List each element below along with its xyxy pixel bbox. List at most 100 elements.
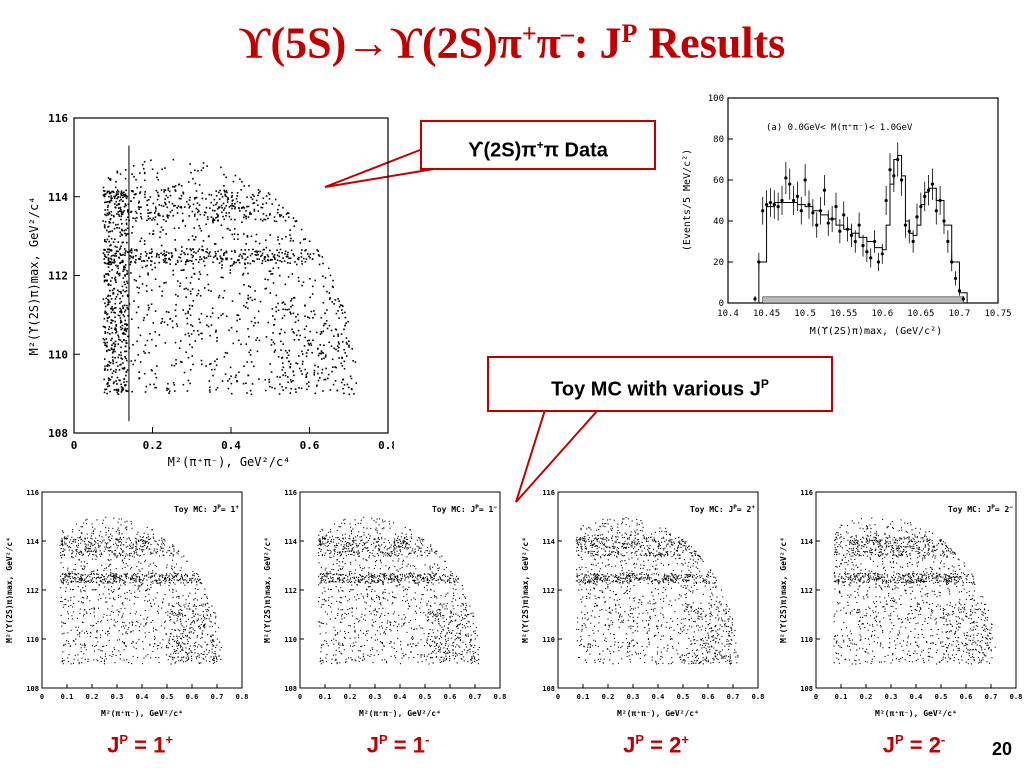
scatter-point (437, 570, 439, 572)
scatter-point (180, 184, 183, 187)
scatter-point (125, 189, 127, 192)
scatter-point (185, 287, 188, 290)
scatter-point (60, 614, 62, 617)
scatter-point (114, 328, 116, 331)
scatter-point (329, 549, 331, 552)
scatter-point (470, 662, 473, 664)
scatter-point (182, 383, 185, 386)
scatter-point (111, 309, 114, 311)
scatter-point (172, 596, 174, 598)
scatter-point (332, 577, 334, 579)
scatter-point (420, 639, 422, 641)
scatter-point (169, 194, 172, 197)
scatter-point (318, 255, 321, 257)
scatter-point (111, 372, 114, 375)
scatter-point (245, 343, 248, 345)
scatter-point (247, 374, 249, 377)
scatter-point (379, 518, 381, 520)
point-marker (842, 213, 846, 217)
scatter-point (147, 273, 149, 276)
scatter-point (111, 655, 113, 657)
scatter-point (73, 539, 75, 541)
scatter-point (95, 542, 97, 544)
scatter-point (105, 567, 108, 569)
scatter-point (390, 655, 392, 657)
scatter-point (111, 261, 114, 264)
scatter-point (464, 617, 466, 620)
scatter-point (383, 553, 385, 555)
scatter-point (113, 389, 116, 391)
scatter-point (125, 380, 128, 383)
scatter-point (221, 264, 223, 266)
scatter-point (440, 656, 442, 659)
scatter-point (153, 635, 156, 638)
scatter-point (311, 293, 314, 295)
scatter-point (181, 361, 183, 363)
scatter-point (247, 298, 250, 300)
point-marker (907, 229, 911, 233)
scatter-point (64, 543, 66, 545)
scatter-point (288, 349, 291, 352)
scatter-point (99, 634, 102, 636)
scatter-point (117, 336, 120, 338)
scatter-point (262, 203, 264, 206)
scatter-point (324, 569, 326, 571)
scatter-point (358, 656, 360, 658)
scatter-point (119, 326, 122, 328)
scatter-point (206, 596, 208, 598)
scatter-point (121, 390, 123, 392)
scatter-point (249, 262, 252, 265)
scatter-point (162, 259, 165, 261)
scatter-point (227, 198, 230, 200)
scatter-point (442, 628, 444, 630)
scatter-point (118, 369, 121, 371)
scatter-point (59, 544, 61, 546)
scatter-point (229, 272, 232, 274)
scatter-point (149, 563, 151, 565)
scatter-point (129, 554, 131, 556)
scatter-point (79, 612, 81, 614)
scatter-point (121, 340, 123, 343)
scatter-point (214, 255, 217, 257)
scatter-point (263, 258, 266, 260)
scatter-point (252, 193, 254, 196)
scatter-point (203, 624, 206, 626)
scatter-point (75, 553, 77, 555)
scatter-point (167, 216, 169, 219)
scatter-point (369, 582, 372, 584)
scatter-point (72, 577, 74, 579)
scatter-point (118, 541, 120, 543)
scatter-point (343, 557, 345, 559)
scatter-point (207, 218, 209, 221)
scatter-point (117, 193, 119, 195)
scatter-point (320, 663, 322, 665)
scatter-point (121, 568, 123, 570)
scatter-point (319, 333, 322, 335)
scatter-point (146, 589, 148, 591)
scatter-point (213, 368, 216, 371)
scatter-point (62, 660, 64, 662)
scatter-point (388, 520, 390, 522)
scatter-point (427, 573, 429, 575)
scatter-point (231, 207, 233, 210)
scatter-point (375, 521, 377, 523)
scatter-point (327, 267, 330, 270)
scatter-point (312, 316, 314, 319)
scatter-point (461, 658, 463, 660)
scatter-point (343, 577, 345, 579)
scatter-point (126, 575, 128, 578)
scatter-point (178, 597, 180, 599)
scatter-point (323, 537, 325, 539)
scatter-point (111, 337, 113, 340)
scatter-point (107, 363, 109, 366)
scatter-point (294, 321, 297, 323)
scatter-point (329, 536, 331, 538)
scatter-point (178, 580, 180, 582)
scatter-point (327, 578, 329, 580)
scatter-point (134, 584, 136, 586)
scatter-point (145, 590, 147, 592)
scatter-point (419, 574, 421, 576)
scatter-point (179, 282, 182, 285)
scatter-point (465, 610, 468, 612)
scatter-point (120, 363, 122, 366)
